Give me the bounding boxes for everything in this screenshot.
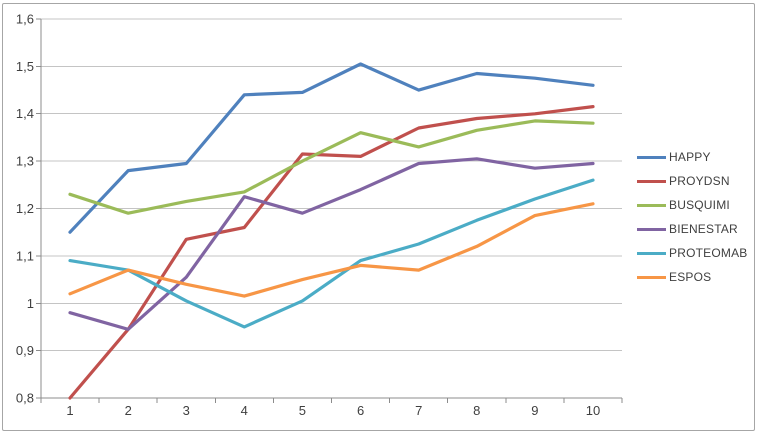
legend-line-swatch <box>637 227 666 231</box>
legend-line-swatch <box>637 275 666 279</box>
y-axis-tick-label: 1 <box>27 296 34 311</box>
legend-line-swatch <box>637 251 666 255</box>
series-line-proydsn <box>68 104 595 400</box>
x-axis-tick-label: 3 <box>183 403 190 418</box>
x-axis-tick-label: 4 <box>241 403 248 418</box>
legend-item-busquimi: BUSQUIMI <box>637 193 755 217</box>
series-line-bienestar <box>68 157 595 331</box>
x-axis-tick-label: 1 <box>66 403 73 418</box>
legend-item-bienestar: BIENESTAR <box>637 217 755 241</box>
legend-label: PROTEOMAB <box>669 246 748 260</box>
legend-label: PROYDSN <box>669 174 730 188</box>
x-axis-tick-label: 7 <box>415 403 422 418</box>
y-axis-tick-label: 1,6 <box>16 12 34 27</box>
y-axis-tick-label: 0,8 <box>16 391 34 406</box>
legend-item-proydsn: PROYDSN <box>637 169 755 193</box>
x-axis-tick-label: 10 <box>586 403 600 418</box>
x-axis-tick-label: 9 <box>531 403 538 418</box>
x-axis-tick-label: 2 <box>125 403 132 418</box>
y-axis-tick-label: 1,1 <box>16 248 34 263</box>
y-axis-tick-label: 0,9 <box>16 343 34 358</box>
x-axis-tick-label: 6 <box>357 403 364 418</box>
legend-label: BUSQUIMI <box>669 198 730 212</box>
chart-legend: HAPPY PROYDSN BUSQUIMI BIENESTAR PROTEOM… <box>637 145 755 289</box>
legend-label: ESPOS <box>669 270 712 284</box>
series-line-happy <box>68 62 595 234</box>
legend-item-espos: ESPOS <box>637 265 755 289</box>
y-axis-tick-label: 1,4 <box>16 106 34 121</box>
chart-frame-border <box>2 3 755 431</box>
series-line-espos <box>68 202 595 298</box>
legend-line-swatch <box>637 155 666 159</box>
y-axis-tick-label: 1,2 <box>16 201 34 216</box>
legend-label: HAPPY <box>669 150 711 164</box>
legend-line-swatch <box>637 203 666 207</box>
y-axis-tick-label: 1,5 <box>16 59 34 74</box>
series-line-busquimi <box>68 119 595 215</box>
y-axis-tick-label: 1,3 <box>16 154 34 169</box>
legend-item-proteomab: PROTEOMAB <box>637 241 755 265</box>
legend-line-swatch <box>637 179 666 183</box>
x-axis-tick-label: 5 <box>299 403 306 418</box>
series-line-proteomab <box>68 178 595 329</box>
legend-item-happy: HAPPY <box>637 145 755 169</box>
legend-label: BIENESTAR <box>669 222 738 236</box>
x-axis-tick-label: 8 <box>473 403 480 418</box>
